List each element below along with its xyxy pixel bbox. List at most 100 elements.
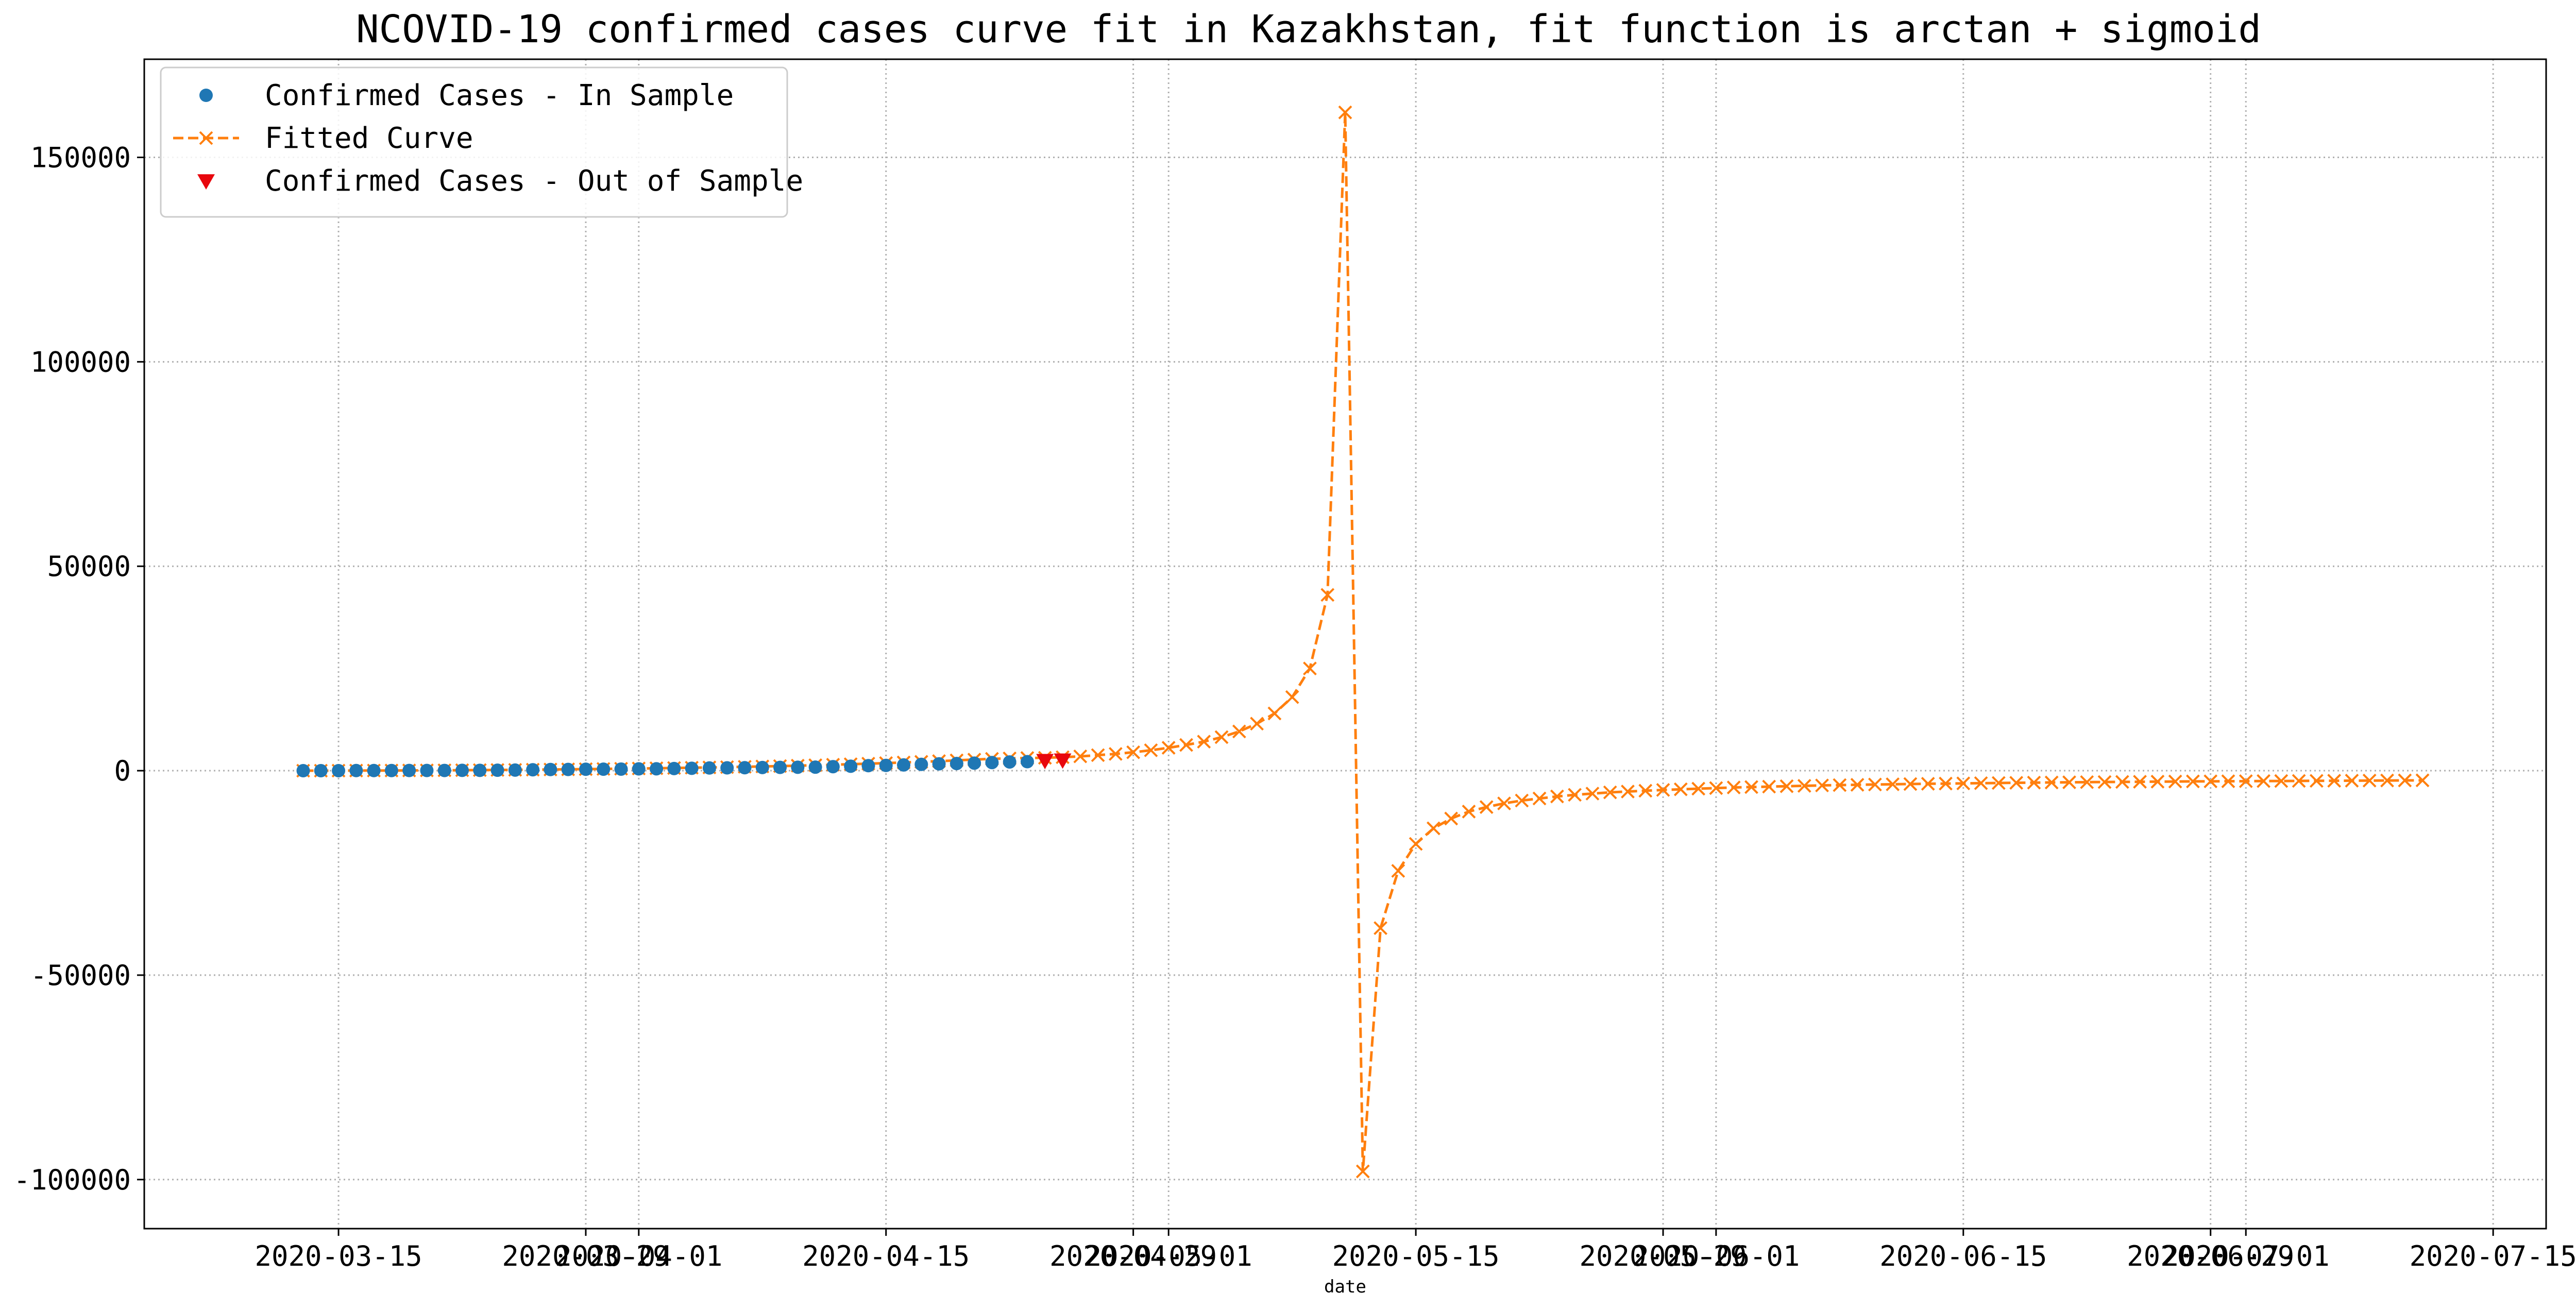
in-sample-point	[1003, 755, 1016, 769]
x-tick-label: 2020-03-29	[502, 1240, 669, 1272]
in-sample-point	[384, 763, 398, 777]
in-sample-point	[861, 759, 875, 773]
x-tick-label: 2020-04-29	[1049, 1240, 1217, 1272]
in-sample-series	[296, 755, 1034, 778]
grid-lines	[144, 59, 2546, 1229]
fitted-curve-marker	[1762, 779, 1776, 794]
fitted-curve-marker	[2327, 774, 2342, 788]
in-sample-point	[490, 763, 504, 777]
x-tick-label: 2020-04-01	[555, 1240, 722, 1272]
x-tick-label: 2020-07-15	[2410, 1240, 2576, 1272]
in-sample-point	[808, 760, 822, 774]
plot-frame	[143, 58, 2547, 1230]
fitted-curve-marker	[1673, 782, 1688, 796]
x-tick-label: 2020-05-29	[1579, 1240, 1747, 1272]
fitted-curve-marker	[1974, 776, 1988, 790]
fitted-curve-marker	[1391, 864, 1405, 878]
chart-title: NCOVID-19 confirmed cases curve fit in K…	[356, 7, 2261, 52]
fitted-curve-marker	[1833, 778, 1847, 792]
fitted-curve-marker	[2080, 775, 2094, 789]
in-sample-point	[544, 762, 557, 776]
x-tick-label: 2020-06-29	[2127, 1240, 2294, 1272]
y-tick-label: 100000	[30, 346, 131, 378]
fitted-curve-marker	[1462, 805, 1476, 819]
in-sample-point	[437, 763, 451, 777]
x-tick-label: 2020-04-15	[802, 1240, 970, 1272]
y-tick-label: -100000	[13, 1164, 131, 1196]
fitted-curve-marker	[1179, 738, 1193, 752]
fitted-curve-marker	[1144, 743, 1158, 757]
fitted-curve-marker	[1161, 741, 1176, 755]
fitted-curve-marker	[1303, 661, 1317, 676]
fitted-curve-marker	[1603, 785, 1617, 800]
x-tick-label: 2020-03-15	[255, 1240, 422, 1272]
in-sample-point	[932, 757, 946, 771]
y-tick-label: 0	[114, 755, 131, 787]
fitted-curve-marker	[1780, 779, 1794, 793]
fitted-curve-marker	[1656, 783, 1670, 797]
in-sample-point	[702, 761, 716, 775]
y-tick-label: 150000	[30, 141, 131, 174]
fitted-curve-marker	[2274, 774, 2289, 788]
fitted-curve-marker	[1108, 747, 1123, 761]
fitted-curve-marker	[1338, 105, 1352, 120]
out-of-sample-point	[1036, 754, 1054, 770]
x-axis-label: date	[1324, 1277, 1366, 1297]
in-sample-point	[1020, 755, 1034, 769]
fitted-curve-marker	[1091, 748, 1105, 762]
fitted-curve-marker	[1815, 778, 1829, 793]
in-sample-point	[685, 761, 699, 775]
in-sample-point	[508, 763, 522, 777]
fitted-curve-marker	[1497, 796, 1511, 810]
in-sample-point	[826, 760, 840, 774]
fitted-curve-marker	[1956, 776, 1971, 791]
fitted-curve-marker	[2150, 774, 2165, 789]
fitted-curve-marker	[2204, 774, 2218, 789]
x-tick-label: 2020-05-01	[1085, 1240, 1252, 1272]
fitted-curve-marker	[2239, 774, 2253, 788]
fitted-curve-marker	[2185, 774, 2200, 789]
fitted-curve-marker	[1073, 749, 1088, 763]
series-layer	[296, 105, 2430, 1179]
fitted-curve-series	[296, 105, 2430, 1179]
in-sample-point	[332, 763, 346, 777]
in-sample-point	[473, 763, 487, 777]
y-tick-label: -50000	[30, 959, 131, 992]
legend-in-sample-marker	[199, 89, 213, 102]
legend-fitted-marker	[199, 131, 213, 145]
fitted-curve-marker	[2062, 775, 2076, 790]
fitted-curve-marker	[1691, 781, 1706, 796]
fitted-curve-marker	[2097, 775, 2112, 789]
legend-label: Fitted Curve	[265, 122, 473, 155]
fitted-curve-marker	[1197, 735, 1211, 749]
fitted-curve-marker	[1638, 784, 1653, 798]
legend-box	[160, 66, 788, 218]
fitted-curve-marker	[1532, 791, 1547, 806]
fitted-curve-marker	[1126, 745, 1141, 759]
fitted-curve-marker	[1568, 788, 1582, 802]
fitted-curve-marker	[1868, 777, 1882, 792]
fitted-curve-marker	[1709, 781, 1723, 795]
fitted-curve-marker	[1744, 780, 1758, 794]
fitted-curve-marker	[2221, 774, 2235, 788]
fitted-curve-marker	[1444, 811, 1459, 826]
fitted-curve-marker	[2009, 776, 2024, 790]
fitted-curve-marker	[2380, 773, 2394, 788]
fitted-curve-marker	[2168, 774, 2182, 789]
fitted-curve-marker	[2362, 773, 2377, 788]
fitted-curve-marker	[1991, 776, 2006, 790]
fitted-curve-marker	[1621, 785, 1635, 798]
fitted-curve-marker	[1550, 789, 1564, 804]
fitted-curve-marker	[1797, 779, 1811, 793]
fitted-curve-marker	[1726, 780, 1741, 795]
fitted-curve-marker	[1374, 921, 1387, 936]
in-sample-point	[614, 762, 628, 776]
in-sample-point	[968, 756, 981, 770]
fitted-curve-marker	[2415, 773, 2430, 788]
fitted-curve-marker	[2044, 775, 2059, 790]
fitted-curve-marker	[2115, 775, 2129, 789]
fitted-curve-marker	[1232, 724, 1246, 739]
in-sample-point	[579, 762, 592, 776]
